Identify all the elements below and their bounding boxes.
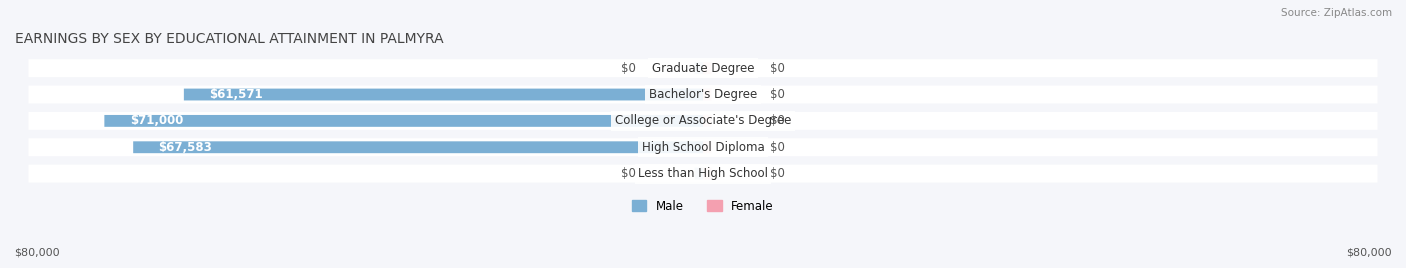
FancyBboxPatch shape (703, 115, 711, 127)
Text: $0: $0 (620, 62, 636, 75)
FancyBboxPatch shape (134, 141, 703, 153)
Text: $0: $0 (770, 88, 786, 101)
Text: $67,583: $67,583 (159, 141, 212, 154)
Legend: Male, Female: Male, Female (627, 195, 779, 217)
Text: Less than High School: Less than High School (638, 167, 768, 180)
Text: $71,000: $71,000 (129, 114, 183, 127)
FancyBboxPatch shape (703, 62, 711, 74)
FancyBboxPatch shape (703, 89, 711, 100)
Text: $0: $0 (620, 167, 636, 180)
FancyBboxPatch shape (695, 168, 703, 180)
Text: $0: $0 (770, 62, 786, 75)
Text: $0: $0 (770, 141, 786, 154)
FancyBboxPatch shape (695, 62, 703, 74)
Text: $80,000: $80,000 (14, 247, 59, 257)
FancyBboxPatch shape (28, 59, 1378, 77)
Text: College or Associate's Degree: College or Associate's Degree (614, 114, 792, 127)
Text: EARNINGS BY SEX BY EDUCATIONAL ATTAINMENT IN PALMYRA: EARNINGS BY SEX BY EDUCATIONAL ATTAINMEN… (15, 32, 444, 46)
FancyBboxPatch shape (28, 85, 1378, 103)
Text: $80,000: $80,000 (1347, 247, 1392, 257)
Text: High School Diploma: High School Diploma (641, 141, 765, 154)
FancyBboxPatch shape (703, 168, 711, 180)
FancyBboxPatch shape (104, 115, 703, 127)
FancyBboxPatch shape (28, 138, 1378, 156)
FancyBboxPatch shape (28, 112, 1378, 130)
Text: Source: ZipAtlas.com: Source: ZipAtlas.com (1281, 8, 1392, 18)
Text: $61,571: $61,571 (209, 88, 263, 101)
FancyBboxPatch shape (703, 141, 711, 153)
Text: $0: $0 (770, 114, 786, 127)
Text: $0: $0 (770, 167, 786, 180)
Text: Graduate Degree: Graduate Degree (652, 62, 754, 75)
FancyBboxPatch shape (28, 165, 1378, 183)
FancyBboxPatch shape (184, 89, 703, 100)
Text: Bachelor's Degree: Bachelor's Degree (650, 88, 756, 101)
